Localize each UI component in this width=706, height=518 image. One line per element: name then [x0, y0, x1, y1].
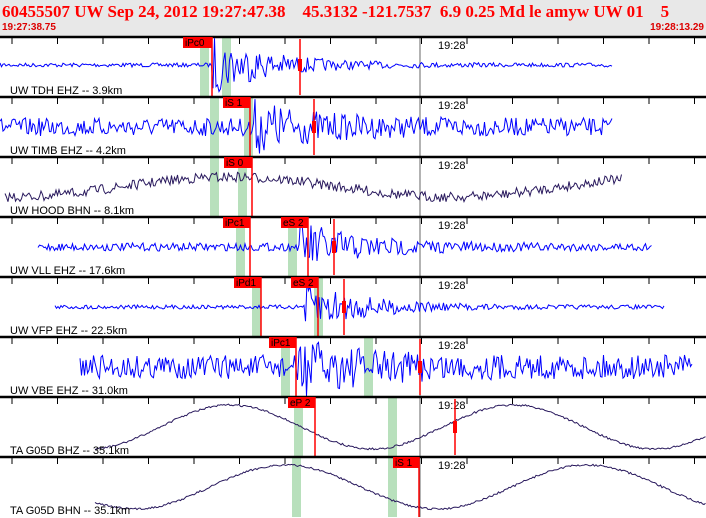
station-label: TA G05D BHN -- 35.1km — [10, 505, 130, 517]
trace-panel[interactable]: 19:28 iPc1 eS 2 UW VLL EHZ -- 17.6km — [0, 215, 706, 277]
trace-panel[interactable]: 19:28 iPc1 UW VBE EHZ -- 31.0km — [0, 335, 706, 397]
phase-window — [210, 157, 219, 217]
amplitude-marker — [312, 121, 316, 133]
station-label: TA G05D BHZ -- 35.1km — [10, 445, 129, 457]
pick-label: eS 2 — [283, 218, 304, 229]
start-time: 19:27:38.75 — [2, 22, 56, 33]
phase-window — [294, 397, 303, 457]
station-label: UW TIMB EHZ -- 4.2km — [10, 145, 126, 157]
station-label: UW VLL EHZ -- 17.6km — [10, 265, 125, 277]
event-title: 60455507 UW Sep 24, 2012 19:27:47.38 45.… — [2, 2, 670, 21]
minute-label: 19:28 — [438, 340, 466, 352]
waveform — [37, 218, 652, 262]
minute-label: 19:28 — [438, 160, 466, 172]
phase-window — [292, 457, 301, 517]
phase-window — [364, 337, 373, 397]
amplitude-marker — [342, 301, 346, 313]
phase-window — [388, 457, 397, 517]
pick-label: eP 2 — [290, 398, 311, 409]
pick-label: iPc0 — [185, 38, 205, 49]
amplitude-marker — [453, 421, 457, 433]
pick-label-box[interactable] — [234, 277, 261, 288]
end-time: 19:28:13.29 — [650, 22, 704, 33]
phase-window — [210, 97, 219, 157]
waveform — [54, 282, 665, 322]
station-label: UW VBE EHZ -- 31.0km — [10, 385, 128, 397]
station-label: UW VFP EHZ -- 22.5km — [10, 325, 127, 337]
amplitude-marker — [332, 241, 336, 253]
minute-label: 19:28 — [438, 460, 466, 472]
amplitude-marker — [418, 361, 422, 373]
pick-label: iPc1 — [271, 338, 291, 349]
pick-label-box[interactable] — [183, 37, 212, 48]
trace-panel[interactable]: 19:28 iPd1 eS 2 UW VFP EHZ -- 22.5km — [0, 275, 706, 337]
station-label: UW HOOD BHN -- 8.1km — [10, 205, 134, 217]
pick-label-box[interactable] — [291, 277, 318, 288]
trace-panel[interactable]: 19:28 iPc0 UW TDH EHZ -- 3.9km — [0, 35, 706, 97]
event-header: 60455507 UW Sep 24, 2012 19:27:47.38 45.… — [0, 0, 706, 37]
pick-label-box[interactable] — [223, 217, 250, 228]
waveform — [94, 403, 706, 451]
waveform — [0, 99, 613, 154]
minute-label: 19:28 — [438, 100, 466, 112]
pick-label-box[interactable] — [281, 217, 308, 228]
pick-label-box[interactable] — [224, 157, 252, 168]
waveform — [4, 171, 622, 203]
pick-label: eS 2 — [293, 278, 314, 289]
phase-window — [388, 397, 397, 457]
trace-panel[interactable]: 19:28 iS 0 UW HOOD BHN -- 8.1km — [0, 155, 706, 217]
pick-label-box[interactable] — [269, 337, 296, 348]
station-label: UW TDH EHZ -- 3.9km — [10, 85, 122, 97]
phase-window — [281, 337, 290, 397]
phase-window — [200, 37, 209, 97]
waveform — [94, 463, 706, 511]
pick-label: iS 1 — [395, 458, 413, 469]
minute-label: 19:28 — [438, 400, 466, 412]
minute-label: 19:28 — [438, 280, 466, 292]
pick-label: iS 1 — [225, 98, 243, 109]
phase-window — [222, 37, 231, 97]
amplitude-marker — [298, 59, 302, 71]
pick-label-box[interactable] — [393, 457, 419, 468]
waveform — [0, 38, 613, 93]
phase-window — [244, 97, 253, 157]
minute-label: 19:28 — [438, 220, 466, 232]
pick-label: iPc1 — [225, 218, 245, 229]
trace-panel[interactable]: 19:28 eP 2 TA G05D BHZ -- 35.1km — [0, 395, 706, 457]
pick-label: iPd1 — [236, 278, 256, 289]
phase-window — [238, 157, 247, 217]
pick-label: iS 0 — [226, 158, 244, 169]
trace-panel[interactable]: 19:28 iS 1 UW TIMB EHZ -- 4.2km — [0, 95, 706, 157]
trace-panel[interactable]: 19:28 iS 1 TA G05D BHN -- 35.1km — [0, 455, 706, 517]
pick-label-box[interactable] — [288, 397, 315, 408]
pick-label-box[interactable] — [223, 97, 250, 108]
waveform — [79, 341, 693, 397]
minute-label: 19:28 — [438, 40, 466, 52]
phase-window — [236, 217, 245, 277]
